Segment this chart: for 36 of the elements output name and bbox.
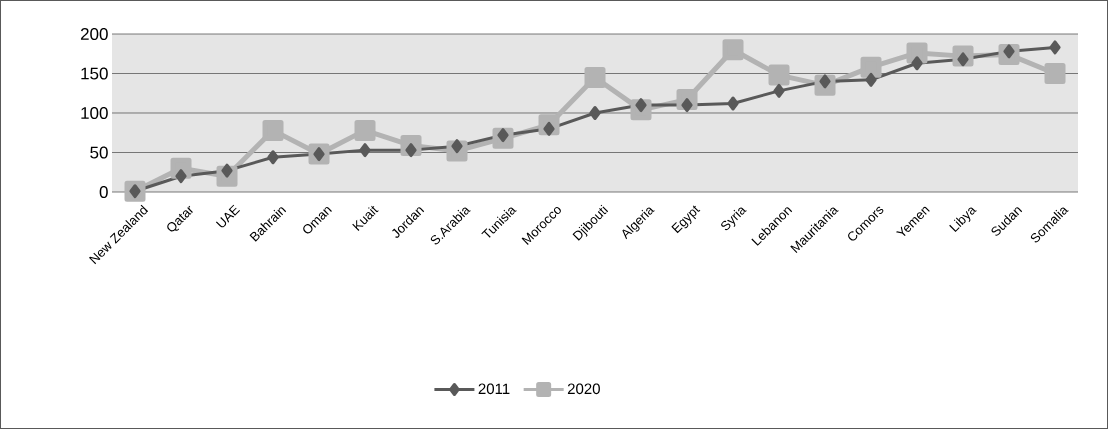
point xyxy=(1003,44,1015,59)
point xyxy=(129,184,141,199)
point xyxy=(768,64,790,86)
point xyxy=(405,143,417,158)
point xyxy=(819,74,831,89)
point xyxy=(543,121,555,136)
point xyxy=(957,52,969,67)
point xyxy=(635,98,647,113)
point xyxy=(773,83,785,98)
y-tick-label: 0 xyxy=(99,185,108,199)
point xyxy=(865,72,877,87)
point xyxy=(175,169,187,184)
point xyxy=(584,66,606,88)
point xyxy=(589,106,601,120)
point xyxy=(1049,40,1061,55)
point xyxy=(911,56,923,71)
point xyxy=(313,147,325,162)
y-tick-label: 50 xyxy=(90,146,108,159)
point xyxy=(860,56,882,78)
point xyxy=(354,119,376,141)
point xyxy=(722,39,744,61)
point xyxy=(451,139,463,154)
point xyxy=(906,42,928,64)
legend-label: 2020 xyxy=(567,383,600,395)
point xyxy=(221,163,233,178)
point xyxy=(681,98,693,113)
point xyxy=(1044,63,1066,84)
point xyxy=(359,143,371,158)
legend-label: 2011 xyxy=(478,383,510,395)
y-tick-label: 100 xyxy=(81,106,108,120)
point xyxy=(262,119,284,141)
point xyxy=(497,128,509,143)
y-tick-label: 200 xyxy=(80,27,108,41)
y-tick-label: 150 xyxy=(81,67,108,80)
point xyxy=(727,96,739,111)
point xyxy=(267,150,279,165)
